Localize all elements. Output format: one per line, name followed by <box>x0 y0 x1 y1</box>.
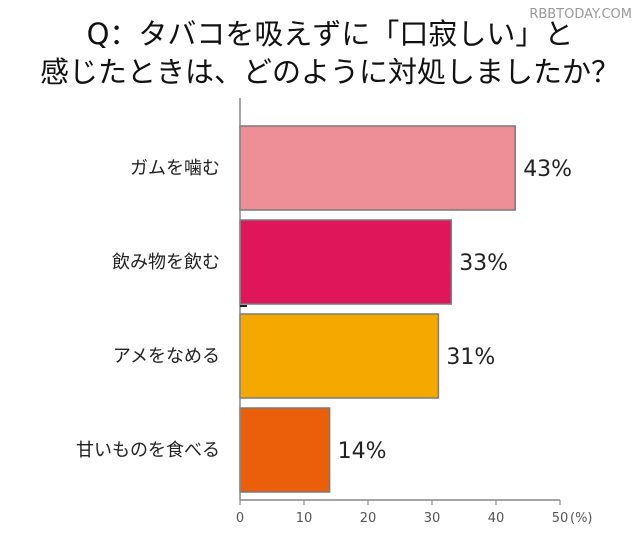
category-label-1: 飲み物を飲む <box>112 252 220 273</box>
x-tick-label-1: 10 <box>296 511 313 526</box>
value-label-1: 33% <box>459 251 508 276</box>
axes: 0 10 20 30 40 50 (%) <box>236 98 593 526</box>
category-label-2: アメをなめる <box>113 346 220 367</box>
value-label-3: 14% <box>338 439 387 464</box>
x-axis-unit: (%) <box>570 511 593 526</box>
x-tick-label-0: 0 <box>236 511 244 526</box>
bar-0 <box>239 125 516 211</box>
bar-1 <box>239 219 452 305</box>
x-tick-label-3: 30 <box>424 511 441 526</box>
bars-group <box>239 125 516 493</box>
bar-3 <box>239 407 331 493</box>
chart-title-line-2: 感じたときは、どのように対処しましたか？ <box>40 55 620 89</box>
watermark: RBBTODAY.COM <box>529 7 632 22</box>
value-label-0: 43% <box>523 157 572 182</box>
value-labels: 43% 33% 31% 14% <box>338 157 573 464</box>
x-tick-label-4: 40 <box>488 511 505 526</box>
x-tick-label-5: 50 <box>552 511 569 526</box>
x-tick-label-2: 20 <box>360 511 377 526</box>
chart-title-line-1: Q：タバコを吸えずに「口寂しい」と <box>87 17 574 51</box>
value-label-2: 31% <box>446 345 495 370</box>
bar-2 <box>239 313 440 399</box>
category-label-0: ガムを噛む <box>130 158 220 179</box>
category-label-3: 甘いものを食べる <box>76 440 220 461</box>
